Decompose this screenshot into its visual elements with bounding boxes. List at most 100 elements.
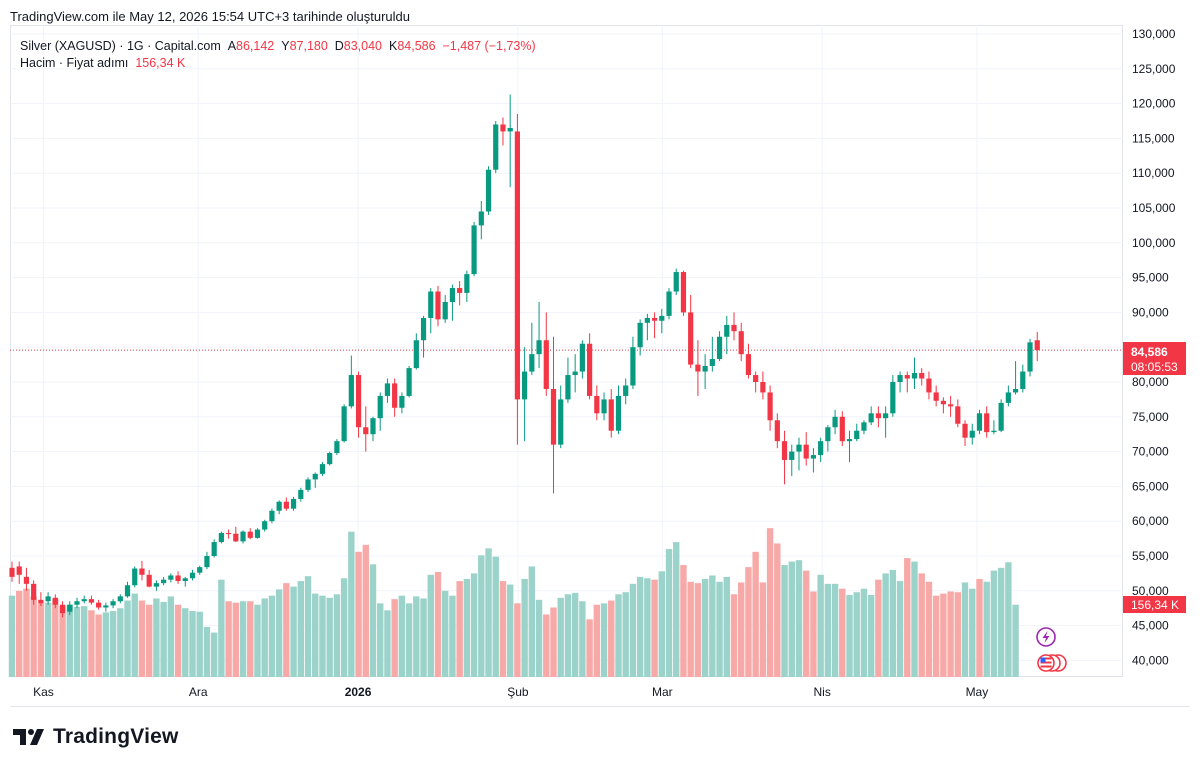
candle <box>976 409 983 435</box>
candle <box>738 322 744 362</box>
candle <box>666 288 672 320</box>
volume-bar <box>449 595 456 677</box>
volume-bar <box>875 579 882 677</box>
candle <box>724 315 730 355</box>
candle <box>435 285 441 327</box>
candle <box>803 432 809 466</box>
volume-bar <box>997 567 1005 677</box>
candle <box>558 385 564 449</box>
volume-bar <box>23 588 30 677</box>
candle <box>189 569 196 581</box>
volume-bar <box>131 593 138 677</box>
volume-bar <box>810 591 817 677</box>
candle <box>132 566 138 588</box>
price-tag-box <box>1123 342 1186 375</box>
candle <box>377 392 383 431</box>
candle <box>514 114 520 445</box>
candle <box>182 576 188 587</box>
volume-bar <box>442 590 449 677</box>
candle <box>1020 364 1026 393</box>
legend-close: 84,586 <box>397 39 436 53</box>
legend-volume-label[interactable]: Hacim · Fiyat adımı <box>20 56 129 70</box>
y-tick-label: 55,000 <box>1132 549 1169 563</box>
candle <box>565 357 571 403</box>
volume-bar <box>673 542 680 677</box>
y-tick-label: 90,000 <box>1132 305 1169 319</box>
volume-bar <box>665 549 673 677</box>
candle <box>688 295 694 369</box>
candle <box>334 439 340 456</box>
volume-bar <box>514 603 521 677</box>
candle <box>319 462 326 476</box>
volume-bar <box>405 603 413 677</box>
y-tick-label: 110,000 <box>1132 166 1175 180</box>
y-tick-label: 80,000 <box>1132 375 1169 389</box>
candle <box>709 336 715 372</box>
candle <box>962 420 968 447</box>
volume-bar <box>16 590 23 677</box>
candle <box>933 385 939 407</box>
volume-bar <box>290 586 297 677</box>
candle <box>478 201 484 240</box>
volume-bar <box>766 528 774 677</box>
us-flag-icon[interactable] <box>1037 654 1067 672</box>
candle <box>262 519 268 532</box>
candle <box>124 581 131 598</box>
candle <box>406 365 412 398</box>
volume-bar <box>636 576 644 677</box>
y-tick-label: 75,000 <box>1132 410 1169 424</box>
candle <box>9 561 15 582</box>
volume-bar <box>803 570 810 677</box>
volume-bar <box>543 614 550 677</box>
candle <box>31 580 37 605</box>
volume-bar <box>333 594 341 677</box>
volume-bar <box>969 588 976 677</box>
legend-change: −1,487 (−1,73%) <box>442 39 536 53</box>
candle <box>1034 331 1040 362</box>
chart-legend: Silver (XAGUSD) · 1G · Capital.com A 86,1… <box>20 38 536 72</box>
candle <box>991 420 997 435</box>
volume-bar <box>485 548 492 677</box>
volume-bar <box>723 576 730 677</box>
candle <box>883 406 889 438</box>
candle <box>702 354 708 389</box>
volume-bar <box>853 592 860 677</box>
volume-bar <box>846 594 853 677</box>
chart-caption: TradingView.com ile May 12, 2026 15:54 U… <box>10 9 410 24</box>
candle <box>948 395 954 417</box>
candle <box>276 500 282 515</box>
candle <box>370 416 376 442</box>
volume-bar <box>860 588 868 677</box>
candle <box>998 399 1004 433</box>
volume-bar <box>600 603 608 677</box>
candle <box>38 592 44 607</box>
volume-bar <box>377 603 384 677</box>
candle <box>601 392 607 421</box>
candle <box>868 406 874 426</box>
candle <box>579 340 585 379</box>
candle <box>355 371 362 438</box>
candle <box>904 371 910 393</box>
candle <box>608 388 614 438</box>
volume-bar <box>8 595 16 677</box>
candle <box>623 378 629 405</box>
volume-tag-value: 156,34 K <box>1131 598 1179 612</box>
legend-symbol[interactable]: Silver (XAGUSD) · 1G · Capital.com <box>20 39 221 53</box>
candle <box>695 340 701 396</box>
candle <box>290 496 297 511</box>
legend-volume: 156,34 K <box>135 56 186 70</box>
candle <box>211 539 217 558</box>
lightning-icon[interactable] <box>1036 627 1056 647</box>
legend-low: 83,040 <box>343 39 383 53</box>
tradingview-logo[interactable]: TradingView <box>13 725 179 749</box>
volume-bar <box>340 578 348 677</box>
candle <box>789 444 795 476</box>
y-tick-label: 40,000 <box>1132 653 1169 667</box>
x-tick-label: Kas <box>33 685 54 699</box>
volume-bar <box>730 594 738 677</box>
volume-bar <box>644 578 651 677</box>
candle <box>550 336 557 494</box>
x-tick-label: Şub <box>507 685 529 699</box>
candle <box>254 528 261 539</box>
